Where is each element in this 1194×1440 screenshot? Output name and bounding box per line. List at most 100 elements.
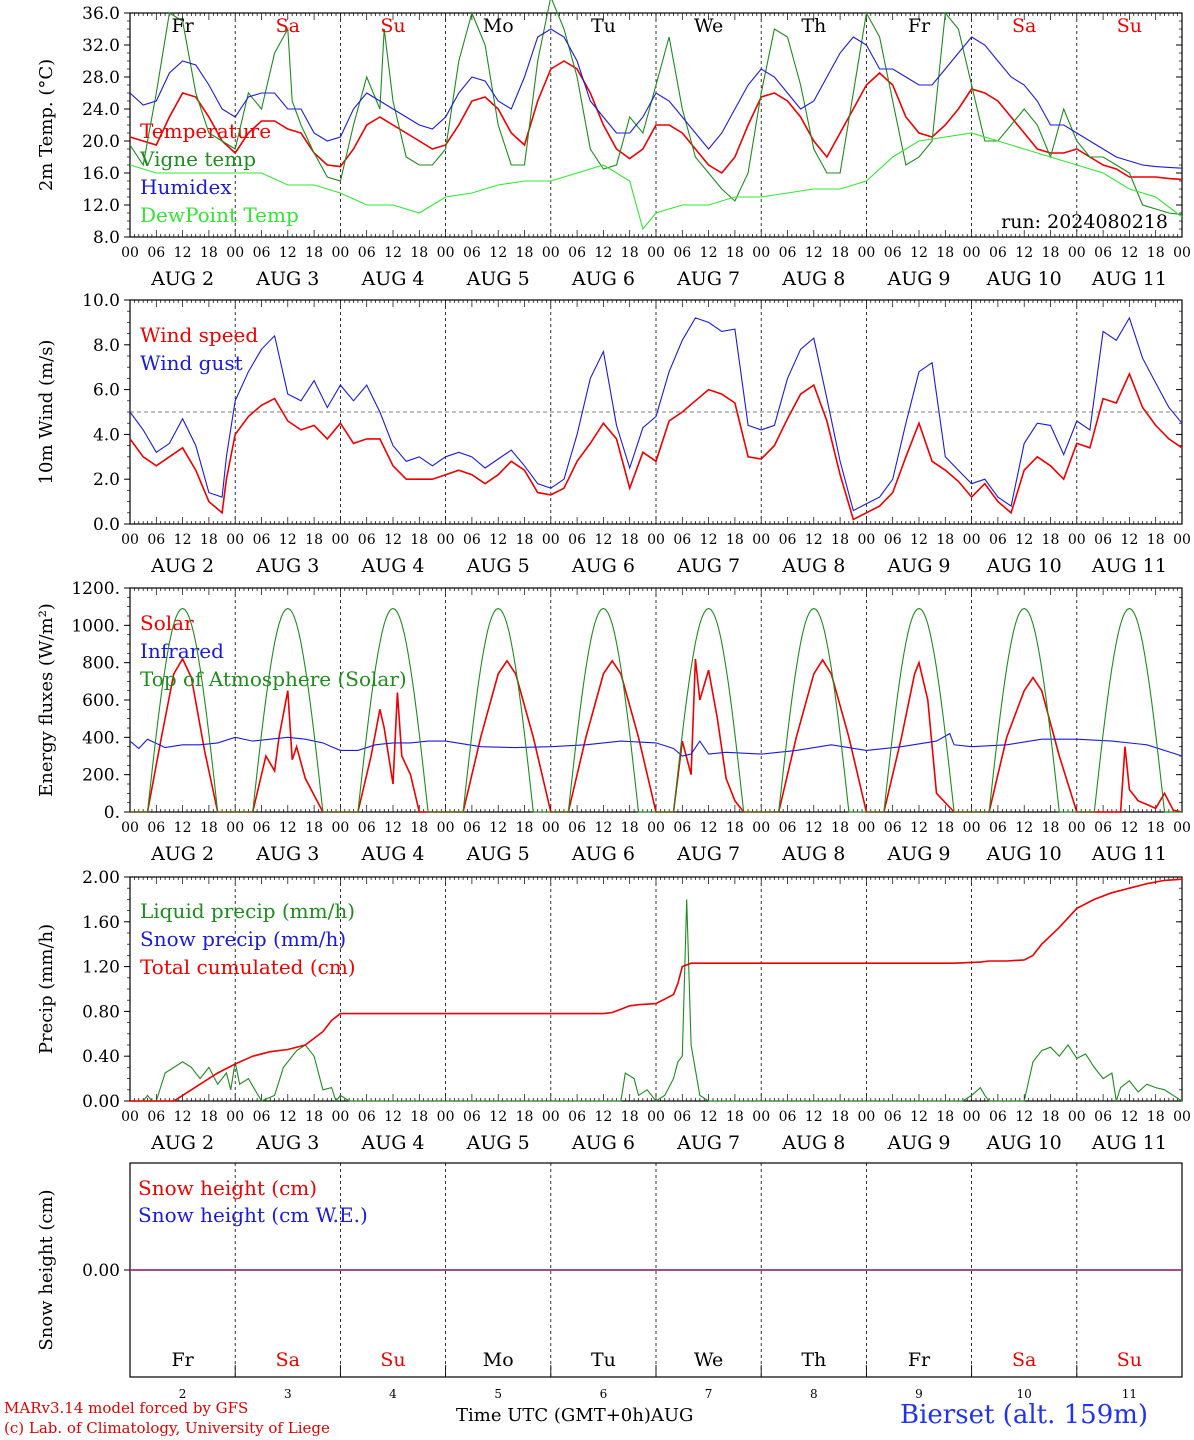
hour-tick-label: 18 <box>1042 532 1060 548</box>
date-label: AUG 7 <box>676 1132 740 1154</box>
y-tick-label: 6.0 <box>93 381 120 401</box>
hour-tick-label: 18 <box>516 245 534 261</box>
hour-tick-label: 06 <box>884 245 902 261</box>
hour-tick-label: 18 <box>1147 245 1165 261</box>
hour-tick-label: 00 <box>963 1109 981 1125</box>
date-label: AUG 5 <box>466 555 530 577</box>
hour-tick-label: 00 <box>331 532 349 548</box>
hour-tick-label: 00 <box>331 1109 349 1125</box>
hour-tick-label: 00 <box>437 1109 455 1125</box>
date-label: AUG 4 <box>360 268 424 290</box>
hour-tick-label: 06 <box>463 1109 481 1125</box>
hour-tick-label: 12 <box>384 245 402 261</box>
hour-tick-label: 18 <box>1042 820 1060 836</box>
hour-tick-label: 12 <box>805 1109 823 1125</box>
hour-tick-label: 00 <box>542 1109 560 1125</box>
date-label: AUG 10 <box>986 1132 1062 1154</box>
hour-tick-label: 06 <box>1094 820 1112 836</box>
y-tick-label: 0.0 <box>93 515 120 535</box>
hour-tick-label: 18 <box>831 532 849 548</box>
hour-tick-label: 06 <box>1094 532 1112 548</box>
hour-tick-label: 06 <box>884 532 902 548</box>
hour-tick-label: 18 <box>1042 245 1060 261</box>
hour-tick-label: 06 <box>1094 245 1112 261</box>
hour-tick-label: 18 <box>621 245 639 261</box>
y-tick-label: 2.00 <box>82 868 120 888</box>
hour-tick-label: 18 <box>831 820 849 836</box>
hour-tick-label: 06 <box>989 245 1007 261</box>
hour-tick-label: 06 <box>989 532 1007 548</box>
hour-tick-label: 00 <box>121 245 139 261</box>
y-tick-label: 24.0 <box>82 100 120 120</box>
hour-tick-label: 00 <box>647 245 665 261</box>
date-label: AUG 4 <box>360 843 424 865</box>
day-of-week-label: Su <box>380 1349 405 1371</box>
date-label: AUG 7 <box>676 843 740 865</box>
hour-tick-label: 18 <box>200 1109 218 1125</box>
hour-tick-label: 12 <box>489 245 507 261</box>
y-axis-title: 2m Temp. (°C) <box>36 59 57 191</box>
hour-tick-label: 12 <box>805 820 823 836</box>
y-tick-label: 600. <box>82 691 120 711</box>
hour-tick-label: 12 <box>174 532 192 548</box>
y-tick-label: 0.80 <box>82 1002 120 1022</box>
series-line-infrared <box>129 732 1183 757</box>
legend-liquid-precip-mm-h-: Liquid precip (mm/h) <box>140 899 355 923</box>
hour-tick-label: 00 <box>121 820 139 836</box>
y-tick-label: 36.0 <box>82 4 120 24</box>
date-label: AUG 3 <box>255 268 319 290</box>
y-tick-label: 10.0 <box>82 291 120 311</box>
hour-tick-label: 18 <box>1147 820 1165 836</box>
hour-tick-label: 18 <box>726 245 744 261</box>
day-of-week-label: Sa <box>1012 15 1036 37</box>
hour-tick-label: 00 <box>542 820 560 836</box>
y-tick-label: 1.20 <box>82 958 120 978</box>
hour-tick-label: 06 <box>253 245 271 261</box>
series-line-vigne-temp <box>129 0 1183 216</box>
hour-tick-label: 18 <box>410 820 428 836</box>
hour-tick-label: 12 <box>805 245 823 261</box>
hour-tick-label: 18 <box>936 820 954 836</box>
hour-tick-label: 06 <box>358 820 376 836</box>
legend-wind-speed: Wind speed <box>140 323 258 347</box>
hour-tick-label: 00 <box>542 245 560 261</box>
date-label: AUG 2 <box>150 555 214 577</box>
y-tick-label: 1200. <box>71 579 120 599</box>
y-axis-title: Snow height (cm) <box>36 1189 57 1350</box>
hour-tick-label: 06 <box>568 1109 586 1125</box>
date-label: AUG 2 <box>150 268 214 290</box>
hour-tick-label: 18 <box>200 820 218 836</box>
y-tick-label: 400. <box>82 728 120 748</box>
hour-tick-label: 18 <box>936 245 954 261</box>
day-number-label: 4 <box>389 1387 397 1401</box>
hour-tick-label: 18 <box>1147 1109 1165 1125</box>
panel-wind: 0.0 2.0 4.0 6.0 8.0 10.0 10m Wind (m/s) Wind sp… <box>36 291 1191 577</box>
hour-tick-label: 06 <box>568 245 586 261</box>
hour-tick-label: 12 <box>1015 1109 1033 1125</box>
date-label: AUG 9 <box>886 555 950 577</box>
lab-credit: (c) Lab. of Climatology, University of L… <box>4 1419 330 1437</box>
hour-tick-label: 00 <box>226 820 244 836</box>
hour-tick-label: 06 <box>568 532 586 548</box>
hour-tick-label: 06 <box>147 245 165 261</box>
hour-tick-label: 06 <box>253 820 271 836</box>
station-label: Bierset (alt. 159m) <box>900 1400 1149 1430</box>
series-line-wind-speed <box>129 371 1183 521</box>
date-label: AUG 3 <box>255 555 319 577</box>
hour-tick-label: 12 <box>1015 820 1033 836</box>
hour-tick-label: 06 <box>1094 1109 1112 1125</box>
date-label: AUG 11 <box>1091 268 1167 290</box>
y-axis-title: 10m Wind (m/s) <box>36 340 57 485</box>
hour-tick-label: 18 <box>410 532 428 548</box>
day-of-week-label: Fr <box>908 15 931 37</box>
hour-tick-label: 00 <box>647 532 665 548</box>
hour-tick-label: 00 <box>647 1109 665 1125</box>
day-of-week-label: Sa <box>276 1349 300 1371</box>
date-label: AUG 7 <box>676 555 740 577</box>
hour-tick-label: 12 <box>594 245 612 261</box>
hour-tick-label: 00 <box>226 245 244 261</box>
day-of-week-label: Fr <box>171 1349 194 1371</box>
hour-tick-label: 06 <box>147 820 165 836</box>
day-of-week-label: Sa <box>276 15 300 37</box>
hour-tick-label: 06 <box>779 820 797 836</box>
